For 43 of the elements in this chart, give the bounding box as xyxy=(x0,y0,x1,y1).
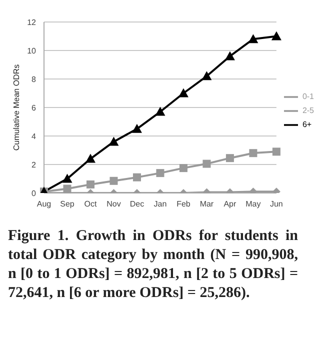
point xyxy=(108,136,119,146)
point xyxy=(156,169,164,178)
point xyxy=(202,71,212,80)
y-tick-label: 2 xyxy=(32,160,37,170)
x-tick-label: Jan xyxy=(154,200,167,209)
point xyxy=(62,174,72,183)
point xyxy=(132,173,141,182)
y-tick-label: 4 xyxy=(32,132,37,141)
point xyxy=(249,149,258,158)
legend-label: 2-5 xyxy=(302,106,314,115)
x-tick-label: Apr xyxy=(224,200,237,209)
point xyxy=(110,176,118,185)
y-tick-label: 10 xyxy=(27,46,37,56)
point xyxy=(155,106,166,116)
x-tick-label: Aug xyxy=(36,200,52,209)
y-tick-label: 0 xyxy=(32,188,37,198)
caption: Figure 1. Growth in ODRs for students in total ODR category by month (N = 990,908, n [0 to 1 ODRs] = 892,981, n [2 to 5 ODRs] = 72,641, n [6 or more ODRs] = 25,286). xyxy=(8,227,298,303)
x-tick-label: Oct xyxy=(84,200,98,209)
x-tick-label: Nov xyxy=(106,200,121,209)
y-tick-label: 12 xyxy=(27,18,37,27)
x-tick-label: Sep xyxy=(60,200,75,209)
point xyxy=(132,124,142,133)
point xyxy=(248,34,258,44)
x-tick-label: Feb xyxy=(176,200,191,209)
point xyxy=(226,154,234,162)
point xyxy=(271,31,282,40)
legend-label: 0-1 xyxy=(302,92,314,101)
point xyxy=(272,148,280,156)
y-axis-title: Cumulative Mean ODRs xyxy=(12,64,21,151)
point xyxy=(85,154,96,163)
point xyxy=(86,180,94,188)
x-tick-label: Mar xyxy=(200,200,214,209)
legend-label: 6+ xyxy=(302,120,312,129)
point xyxy=(202,160,211,168)
x-tick-label: May xyxy=(246,200,261,209)
x-tick-label: Dec xyxy=(130,200,144,209)
point xyxy=(224,51,235,60)
y-tick-label: 6 xyxy=(32,103,37,112)
point xyxy=(179,164,188,172)
point xyxy=(63,184,72,193)
point xyxy=(178,88,188,98)
y-tick-label: 8 xyxy=(32,74,37,84)
x-tick-label: Jun xyxy=(270,200,283,209)
